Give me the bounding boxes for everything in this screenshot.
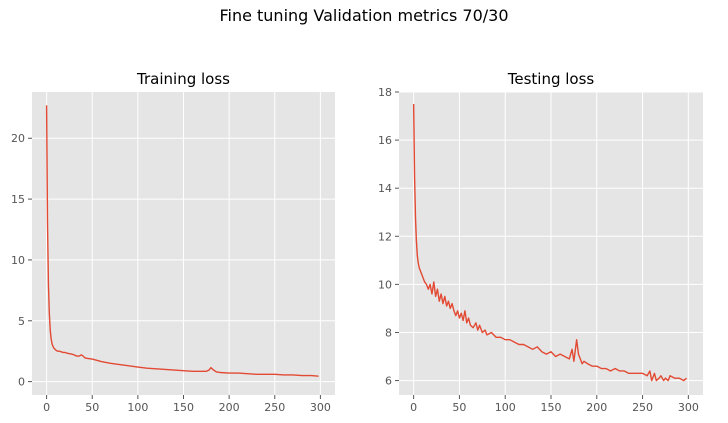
testing-loss-x-tick-label: 250 [632, 401, 653, 414]
testing-loss-x-tick-label: 300 [678, 401, 699, 414]
training-loss-y-tick-label: 5 [18, 315, 25, 328]
testing-loss-y-tick-label: 18 [378, 86, 392, 99]
training-loss-title: Training loss [136, 70, 230, 88]
testing-loss-y-tick-label: 12 [378, 230, 392, 243]
training-loss-y-tick-label: 0 [18, 376, 25, 389]
testing-loss-chart: 0 50 100 150 200 250 300 6 8 10 12 14 16 18 Testing lo… [378, 70, 703, 414]
testing-loss-y-tick-label: 10 [378, 278, 392, 291]
training-loss-series-line [45, 105, 319, 377]
testing-loss-x-tick-label: 100 [495, 401, 516, 414]
figure-title: Fine tuning Validation metrics 70/30 [219, 6, 509, 25]
testing-loss-y-tick-label: 14 [378, 182, 392, 195]
training-loss-x-tick-label: 250 [264, 401, 285, 414]
testing-loss-x-tick-label: 200 [586, 401, 607, 414]
training-loss-x-tick-label: 200 [219, 401, 240, 414]
training-loss-x-tick-label: 50 [85, 401, 99, 414]
training-loss-y-tick-label: 20 [11, 132, 25, 145]
training-loss-y-tick-label: 15 [11, 193, 25, 206]
testing-loss-y-tick-label: 8 [385, 326, 392, 339]
testing-loss-series-line [412, 104, 687, 382]
training-loss-x-tick-label: 300 [310, 401, 331, 414]
testing-loss-x-tick-label: 0 [410, 401, 417, 414]
training-loss-y-tick-label: 10 [11, 254, 25, 267]
training-loss-x-tick-label: 150 [173, 401, 194, 414]
training-loss-chart: 0 50 100 150 200 250 300 0 5 10 15 20 Training loss [11, 70, 335, 414]
testing-loss-y-tick-label: 16 [378, 134, 392, 147]
testing-loss-y-tick-label: 6 [385, 375, 392, 388]
training-loss-x-tick-label: 0 [43, 401, 50, 414]
testing-loss-x-tick-label: 50 [452, 401, 466, 414]
testing-loss-title: Testing loss [507, 70, 595, 88]
testing-loss-x-tick-label: 150 [541, 401, 562, 414]
training-loss-x-tick-label: 100 [127, 401, 148, 414]
